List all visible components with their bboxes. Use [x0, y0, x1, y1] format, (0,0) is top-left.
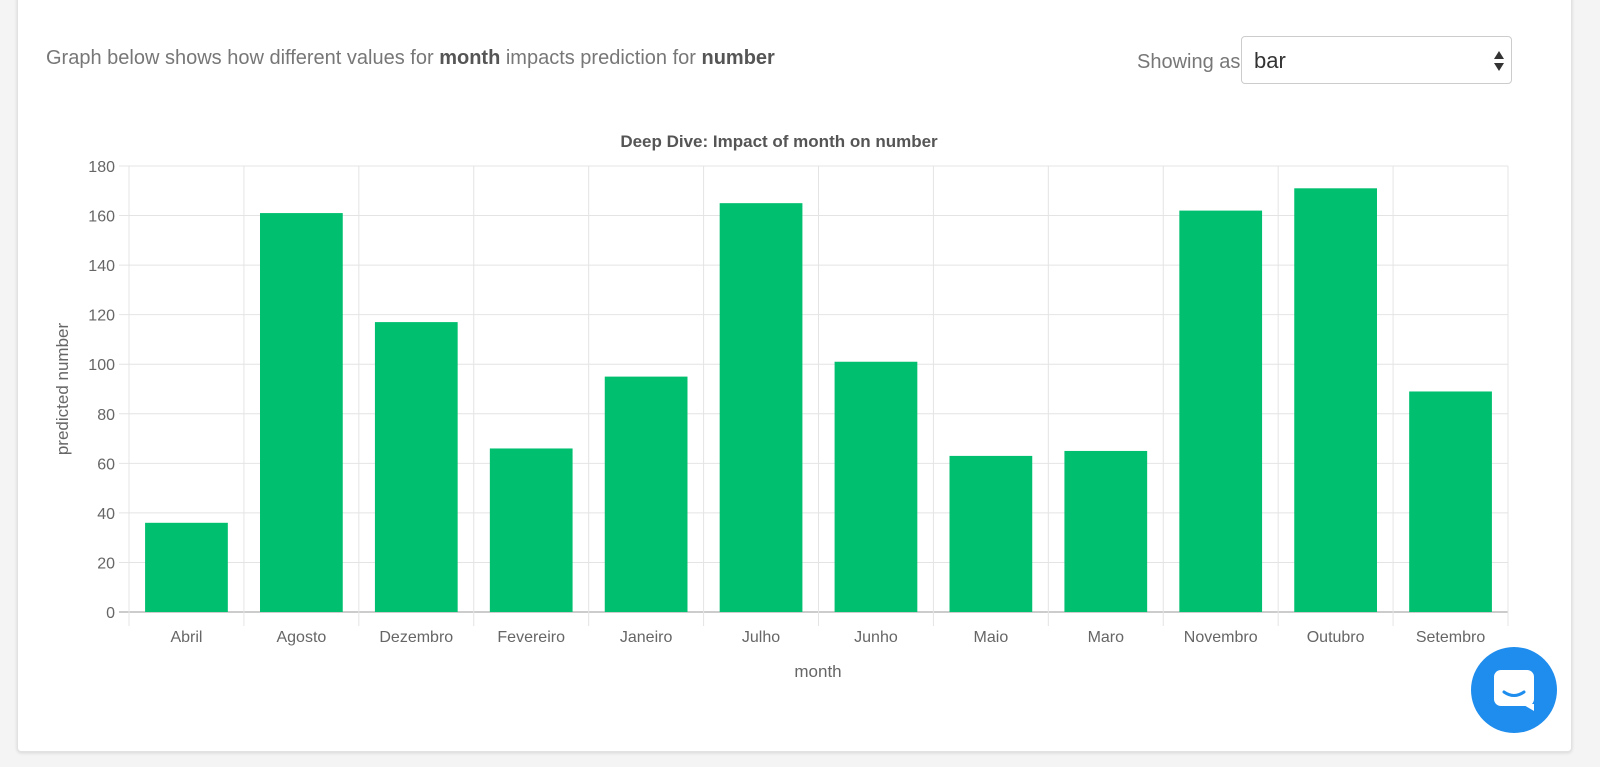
y-tick-label: 160: [88, 209, 115, 226]
bar-janeiro[interactable]: [604, 376, 688, 612]
x-tick-label: Julho: [742, 629, 780, 646]
y-axis-label: predicted number: [53, 323, 72, 456]
x-tick-label: Agosto: [276, 629, 326, 646]
x-axis-label: month: [794, 662, 841, 681]
bar-julho[interactable]: [719, 203, 803, 612]
y-tick-label: 80: [97, 407, 115, 424]
x-tick-label: Setembro: [1416, 629, 1485, 646]
x-tick-label: Junho: [854, 629, 898, 646]
y-tick-label: 60: [97, 456, 115, 473]
description-field: month: [439, 47, 501, 69]
showing-as-label: Showing as:: [1137, 51, 1246, 73]
bar-abril[interactable]: [145, 522, 228, 612]
bar-outubro[interactable]: [1294, 188, 1377, 613]
chat-icon: [1494, 670, 1534, 711]
bar-maio[interactable]: [949, 455, 1033, 612]
bar-fevereiro[interactable]: [489, 448, 573, 612]
y-tick-label: 120: [88, 308, 115, 325]
description-middle: impacts prediction for: [505, 47, 696, 69]
x-tick-label: Abril: [170, 629, 202, 646]
x-tick-label: Dezembro: [379, 629, 453, 646]
grid-lines: [119, 165, 1509, 626]
y-tick-label: 0: [106, 605, 115, 622]
description-prefix: Graph below shows how different values f…: [46, 47, 434, 69]
bar-novembro[interactable]: [1179, 210, 1263, 612]
bar-maro[interactable]: [1064, 450, 1148, 612]
y-tick-label: 20: [97, 555, 115, 572]
x-tick-label: Janeiro: [620, 629, 673, 646]
y-tick-label: 180: [88, 159, 115, 176]
x-tick-label: Maio: [974, 629, 1009, 646]
description-target: number: [701, 47, 775, 69]
chat-widget-button[interactable]: [1471, 647, 1557, 733]
y-tick-label: 140: [88, 258, 115, 275]
x-tick-label: Fevereiro: [497, 629, 565, 646]
bar-junho[interactable]: [834, 361, 918, 612]
bars: [145, 188, 1492, 613]
y-tick-label: 40: [97, 506, 115, 523]
x-tick-label: Outubro: [1307, 629, 1365, 646]
axes: 0 20 40 60 80 100 120 140 160 180 Abril Agosto Dezem…: [88, 159, 1485, 646]
x-tick-label: Maro: [1088, 629, 1125, 646]
x-tick-label: Novembro: [1184, 629, 1258, 646]
chart-title: Deep Dive: Impact of month on number: [620, 132, 938, 151]
chart-type-value: bar: [1254, 48, 1286, 73]
chart-description: Graph below shows how different values f…: [46, 47, 775, 70]
chart-type-select[interactable]: bar: [1241, 36, 1512, 84]
bar-agosto[interactable]: [260, 213, 343, 613]
y-tick-label: 100: [88, 357, 115, 374]
bar-dezembro[interactable]: [374, 322, 458, 612]
bar-setembro[interactable]: [1409, 391, 1492, 612]
select-arrows-icon: [1494, 51, 1504, 71]
